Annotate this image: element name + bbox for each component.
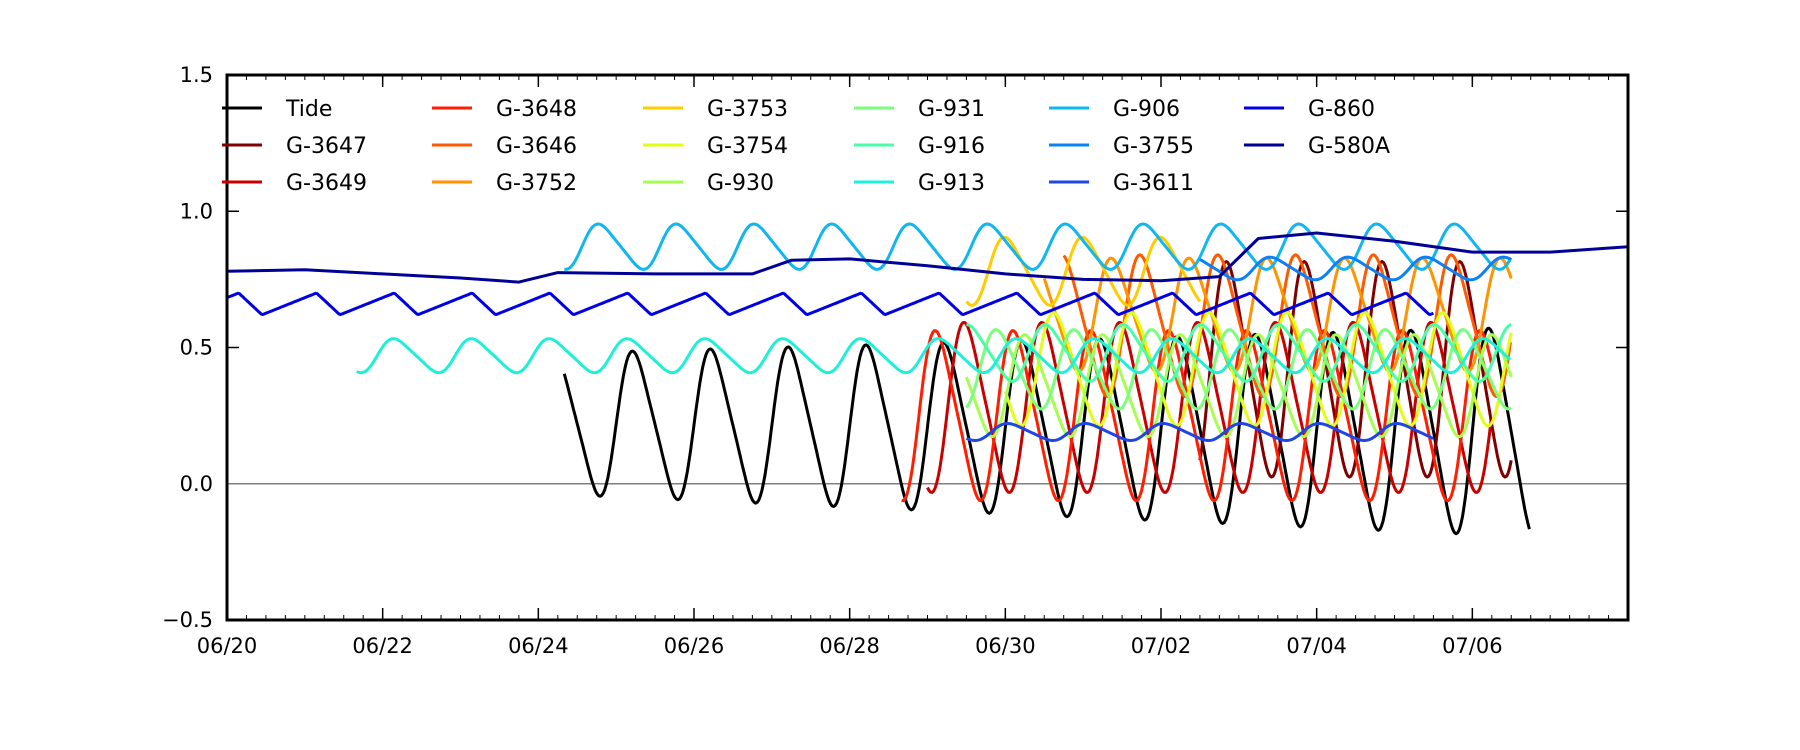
legend-label: G-906	[1113, 97, 1180, 122]
legend-label: G-3753	[707, 97, 788, 122]
legend-label: G-580A	[1308, 134, 1390, 159]
legend-label: G-3754	[707, 134, 788, 159]
legend-label: G-3646	[496, 134, 577, 159]
x-tick-label: 07/06	[1442, 634, 1503, 658]
legend-label: G-3611	[1113, 171, 1194, 196]
legend-label: G-930	[707, 171, 774, 196]
y-tick-label: 1.5	[180, 63, 213, 87]
x-tick-label: 06/26	[664, 634, 725, 658]
legend-label: G-916	[918, 134, 985, 159]
legend-label: G-3647	[286, 134, 367, 159]
legend-label: Tide	[285, 97, 332, 122]
legend-label: G-3755	[1113, 134, 1194, 159]
y-tick-label: −0.5	[162, 608, 213, 632]
x-tick-label: 07/02	[1131, 634, 1192, 658]
legend-label: G-3752	[496, 171, 577, 196]
x-tick-label: 07/04	[1286, 634, 1347, 658]
legend-label: G-913	[918, 171, 985, 196]
legend-label: G-931	[918, 97, 985, 122]
legend-label: G-3649	[286, 171, 367, 196]
x-tick-label: 06/28	[819, 634, 880, 658]
legend-label: G-860	[1308, 97, 1375, 122]
y-tick-label: 0.5	[180, 336, 213, 360]
y-tick-label: 0.0	[180, 472, 213, 496]
x-tick-label: 06/24	[508, 634, 569, 658]
legend-label: G-3648	[496, 97, 577, 122]
x-tick-label: 06/20	[197, 634, 258, 658]
y-tick-label: 1.0	[180, 199, 213, 223]
x-tick-label: 06/30	[975, 634, 1036, 658]
x-tick-label: 06/22	[352, 634, 413, 658]
